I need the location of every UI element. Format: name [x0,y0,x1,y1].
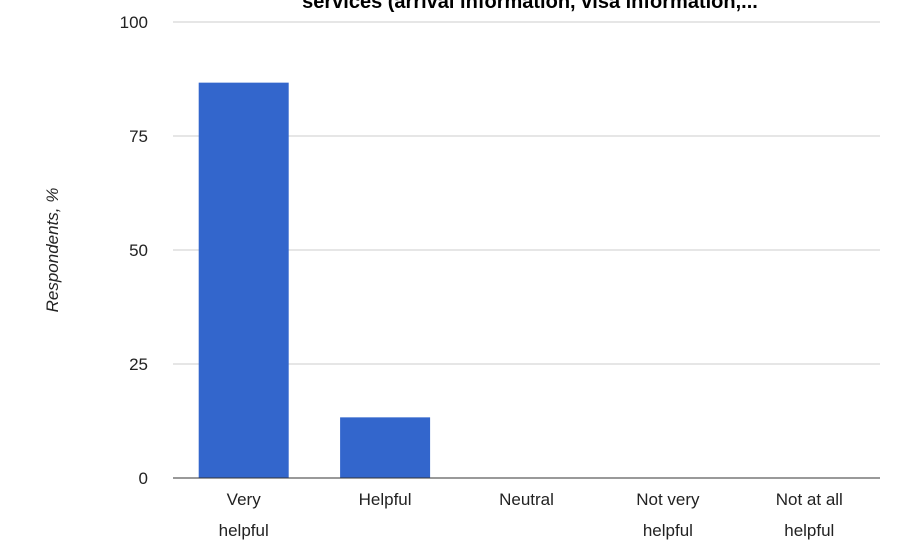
bar-layer [198,82,431,478]
y-tick-label: 0 [139,469,148,488]
y-tick-label: 100 [120,13,148,32]
grid-layer [173,21,880,365]
bar [198,82,289,478]
y-tick-label: 50 [129,241,148,260]
bar [340,417,431,478]
x-tick-label: Not very helpful [636,490,700,540]
chart-title: services (arrival information, visa info… [302,0,758,13]
x-tick-label: Helpful [359,490,412,509]
y-tick-label: 75 [129,127,148,146]
x-tick-label: Neutral [499,490,554,509]
axis-layer: 0 25 50 75 100 Very helpful Helpful Neutral Not v… [120,13,880,540]
y-axis-title: Respondents, % [43,188,62,313]
y-tick-label: 25 [129,355,148,374]
x-tick-label: Not at all helpful [776,490,843,540]
x-tick-label: Very helpful [219,490,269,540]
